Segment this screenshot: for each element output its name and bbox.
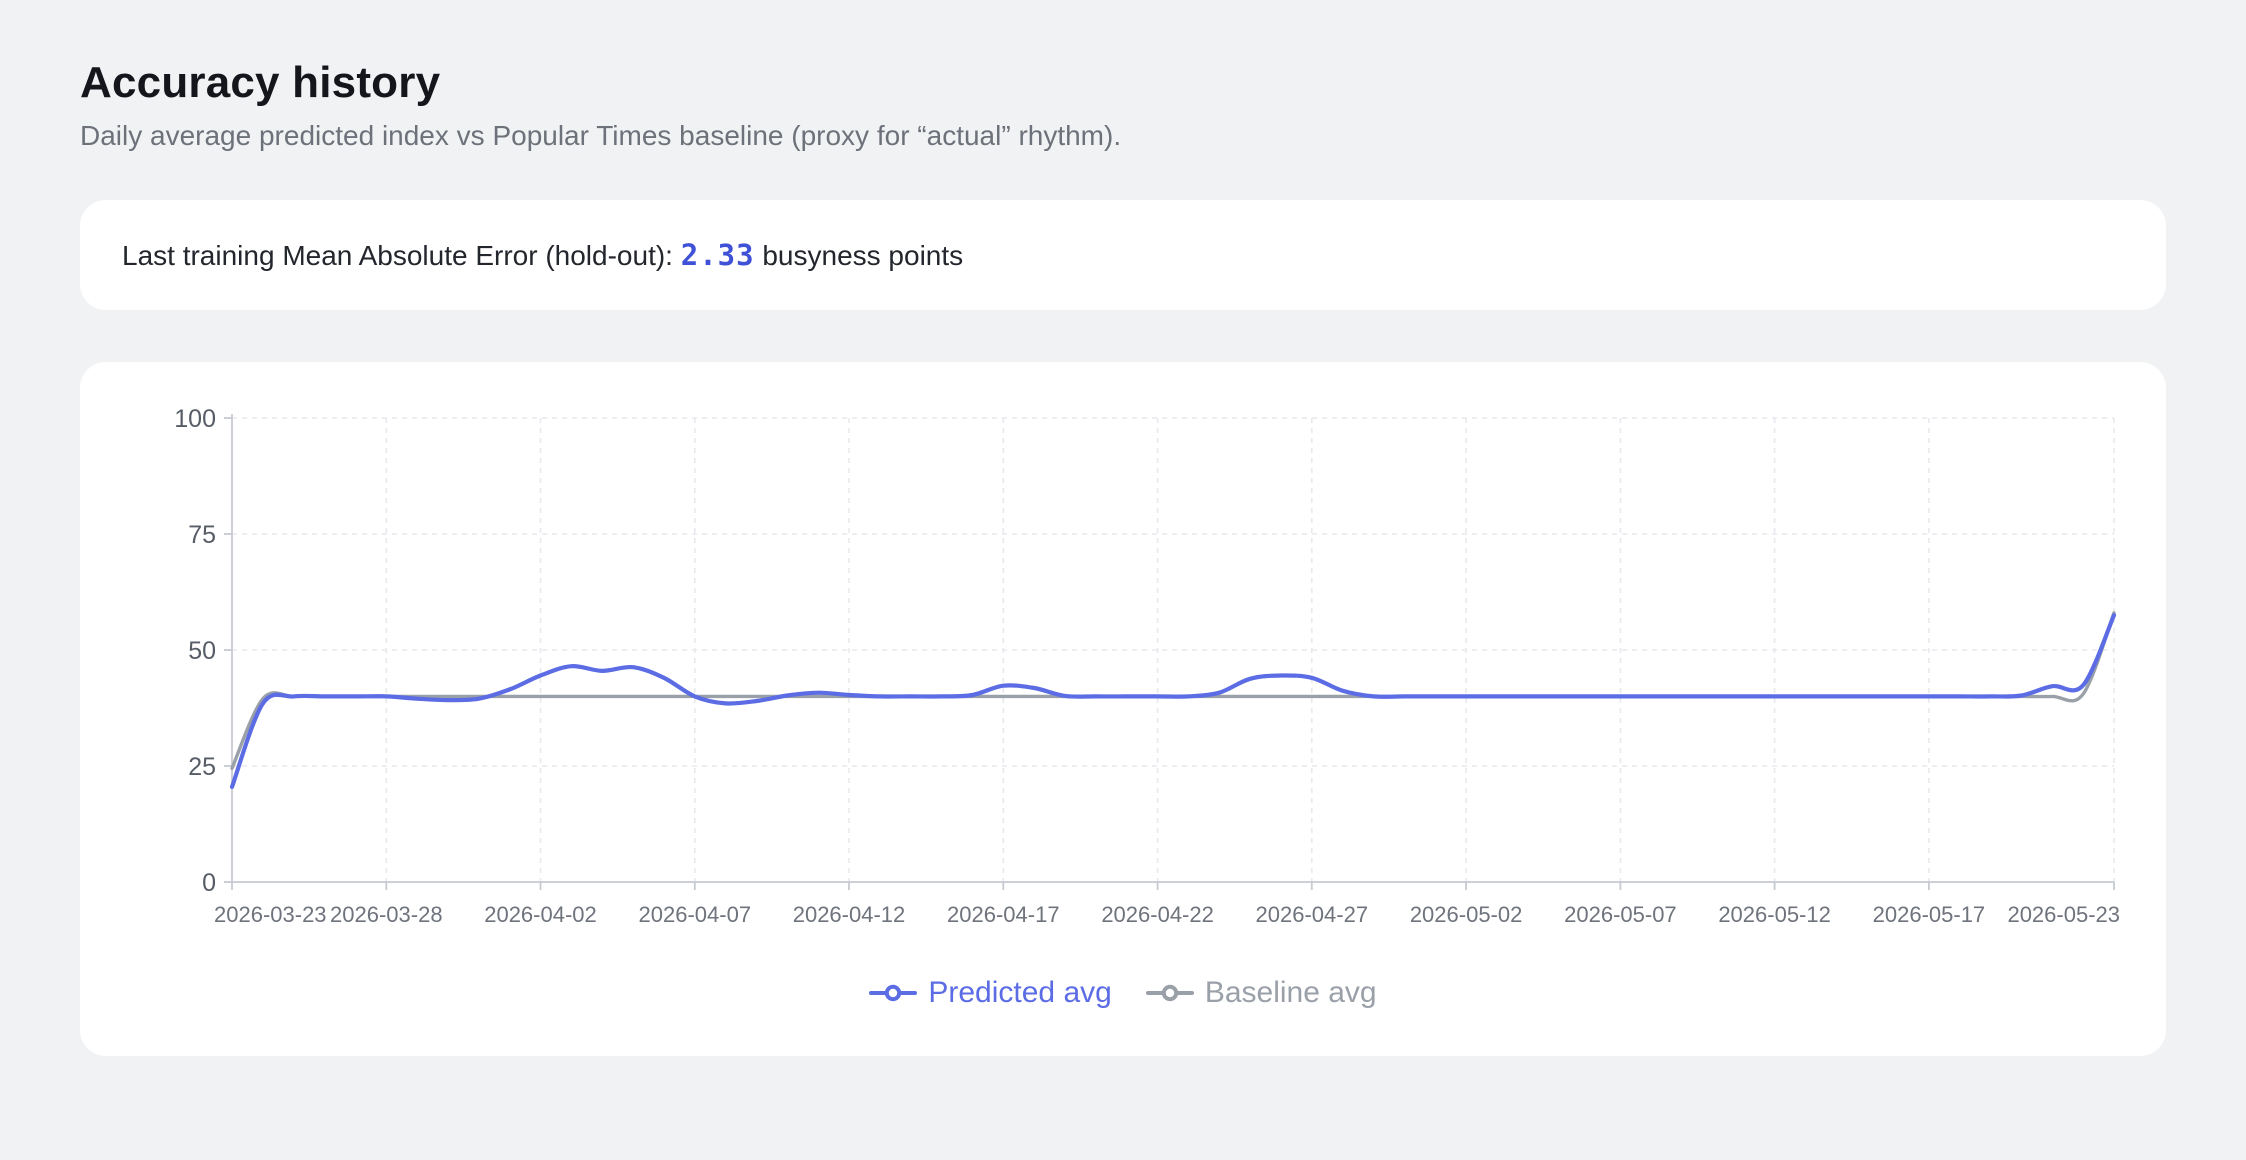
svg-text:2026-03-28: 2026-03-28 [330, 902, 443, 927]
mae-card: Last training Mean Absolute Error (hold-… [80, 200, 2166, 310]
legend-item-predicted-avg[interactable]: Predicted avg [869, 976, 1112, 1010]
svg-text:2026-04-27: 2026-04-27 [1256, 902, 1369, 927]
svg-text:2026-04-02: 2026-04-02 [484, 902, 597, 927]
svg-text:2026-03-23: 2026-03-23 [214, 902, 327, 927]
svg-text:2026-05-17: 2026-05-17 [1873, 902, 1986, 927]
page-subtitle: Daily average predicted index vs Popular… [80, 120, 1122, 151]
mae-value: 2.33 [680, 238, 755, 272]
svg-text:25: 25 [188, 753, 216, 781]
page-title: Accuracy history [80, 58, 441, 107]
svg-text:50: 50 [188, 637, 216, 665]
legend-label-predicted-avg: Predicted avg [928, 976, 1112, 1009]
accuracy-chart-canvas[interactable]: 0 25 50 75 100 2026-03-23 2026-03-28 2026-04-02… [120, 402, 2126, 934]
svg-text:2026-04-17: 2026-04-17 [947, 902, 1060, 927]
mae-label-suffix: busyness points [754, 240, 964, 271]
legend-label-baseline-avg: Baseline avg [1204, 976, 1377, 1009]
svg-text:2026-05-07: 2026-05-07 [1564, 902, 1677, 927]
predicted-avg-line-icon [869, 984, 918, 1002]
svg-text:75: 75 [188, 521, 216, 549]
svg-text:2026-04-12: 2026-04-12 [793, 902, 906, 927]
svg-text:0: 0 [202, 869, 216, 897]
mae-label-prefix: Last training Mean Absolute Error (hold-… [122, 240, 681, 271]
svg-text:2026-05-02: 2026-05-02 [1410, 902, 1523, 927]
svg-text:100: 100 [174, 405, 216, 433]
svg-text:2026-05-23: 2026-05-23 [2007, 902, 2120, 927]
page: Accuracy history Daily average predicted… [80, 58, 2166, 1056]
svg-text:2026-04-07: 2026-04-07 [639, 902, 752, 927]
baseline-avg-line-icon [1145, 984, 1194, 1002]
legend-item-baseline-avg[interactable]: Baseline avg [1145, 976, 1377, 1010]
chart-card: 0 25 50 75 100 2026-03-23 2026-03-28 2026-04-02… [80, 362, 2166, 1056]
svg-text:2026-05-12: 2026-05-12 [1718, 902, 1831, 927]
svg-text:2026-04-22: 2026-04-22 [1101, 902, 1214, 927]
chart-legend: Predicted avg Baseline avg [120, 976, 2126, 1010]
